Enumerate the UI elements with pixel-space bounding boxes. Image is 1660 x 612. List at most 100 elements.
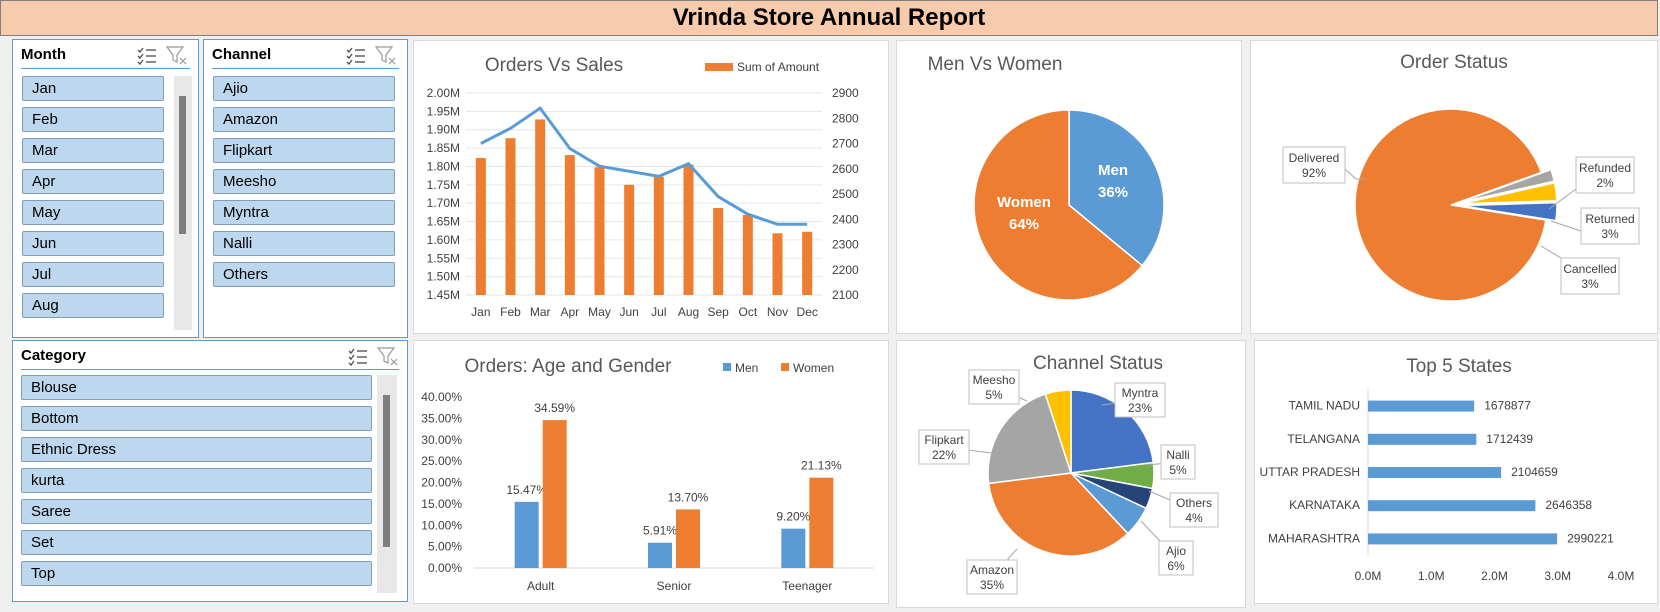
slice-label-name: Delivered	[1289, 151, 1340, 165]
bar-aug	[683, 164, 694, 295]
refunded-callout	[1575, 156, 1635, 194]
slicer-item-top[interactable]: Top	[21, 561, 372, 586]
slicer-item-myntra[interactable]: Myntra	[213, 200, 395, 225]
y-tick-label: 1.95M	[427, 104, 460, 118]
y-tick-label: 0.00%	[428, 561, 462, 575]
month-slicer: Month Jan Feb Mar Apr May Jun Jul Aug	[12, 39, 199, 338]
y-tick-label: MAHARASHTRA	[1268, 531, 1360, 545]
clear-filter-icon[interactable]	[376, 346, 399, 366]
slice-label-name: Flipkart	[924, 433, 964, 447]
category-scrollbar[interactable]	[377, 375, 397, 593]
myntra-callout	[1114, 382, 1166, 418]
slicer-item-flipkart[interactable]: Flipkart	[213, 138, 395, 163]
y-tick-label: 15.00%	[421, 497, 462, 511]
channel-slicer: Channel Ajio Amazon Flipkart Meesho Myntra Na…	[203, 39, 408, 338]
x-tick-label: Mar	[530, 305, 551, 319]
y-tick-label: 1.60M	[427, 233, 460, 247]
report-banner: Vrinda Store Annual Report	[0, 0, 1658, 36]
clear-filter-icon[interactable]	[374, 45, 397, 65]
slice-label-value: 5%	[1169, 463, 1187, 477]
y-tick-label: 1.55M	[427, 251, 460, 265]
top-states-chart: Top 5 States TAMIL NADU 1678877 TELANGANA 17…	[1260, 356, 1635, 583]
legend-swatch	[705, 63, 733, 71]
slicer-item-aug[interactable]: Aug	[22, 293, 164, 318]
slice-women	[973, 109, 1144, 301]
data-label: 34.59%	[534, 401, 575, 415]
slice-label-name: Men	[1098, 162, 1128, 179]
slicer-item-jan[interactable]: Jan	[22, 76, 164, 101]
bar-oct	[742, 214, 753, 295]
ajio-callout	[1158, 540, 1194, 576]
slicer-item-mar[interactable]: Mar	[22, 138, 164, 163]
bar-jul	[653, 176, 664, 295]
bar-nov	[772, 233, 783, 295]
y-tick-label: 1.85M	[427, 141, 460, 155]
y-tick-label: TELANGANA	[1287, 432, 1360, 446]
chart-title: Men Vs Women	[928, 54, 1063, 75]
slicer-item-apr[interactable]: Apr	[22, 169, 164, 194]
slice-label-value: 3%	[1601, 227, 1619, 241]
orders-vs-sales-panel: Orders Vs Sales Sum of Amount 1.45M 1.50M 1.…	[413, 40, 889, 334]
y2-tick-label: 2900	[832, 86, 859, 100]
slice-flipkart	[987, 393, 1072, 485]
slicer-item-meesho[interactable]: Meesho	[213, 169, 395, 194]
y-tick-label: 25.00%	[421, 454, 462, 468]
slice-returned	[1460, 181, 1558, 205]
slicer-item-feb[interactable]: Feb	[22, 107, 164, 132]
chart-title: Channel Status	[1033, 353, 1163, 374]
slicer-item-jun[interactable]: Jun	[22, 231, 164, 256]
y-tick-label: 40.00%	[421, 390, 462, 404]
legend-swatch	[781, 363, 789, 371]
slicer-item-kurta[interactable]: kurta	[21, 468, 372, 493]
bar-men-teenager	[781, 528, 806, 568]
y2-tick-label: 2600	[832, 162, 859, 176]
y2-tick-label: 2700	[832, 137, 859, 151]
slice-delivered	[1354, 108, 1547, 302]
slicer-item-ethnic-dress[interactable]: Ethnic Dress	[21, 437, 372, 462]
y2-tick-label: 2300	[832, 238, 859, 252]
y-tick-label: 1.70M	[427, 196, 460, 210]
multi-select-icon[interactable]	[136, 45, 158, 66]
flipkart-callout	[918, 429, 970, 465]
age-gender-chart: Orders: Age and Gender Men Women 0.00% 5.00%…	[421, 356, 874, 593]
x-tick-label: 3.0M	[1544, 569, 1571, 583]
x-tick-label: Feb	[500, 305, 521, 319]
category-scroll-thumb[interactable]	[383, 395, 390, 547]
slicer-item-jul[interactable]: Jul	[22, 262, 164, 287]
slice-label-name: Refunded	[1579, 161, 1631, 175]
top-states-panel: Top 5 States TAMIL NADU 1678877 TELANGANA 17…	[1254, 340, 1658, 604]
x-tick-label: Aug	[678, 305, 699, 319]
slice-label-value: 23%	[1128, 401, 1152, 415]
multi-select-icon[interactable]	[347, 346, 369, 367]
legend-label: Sum of Amount	[737, 60, 820, 74]
y-tick-label: UTTAR PRADESH	[1260, 465, 1360, 479]
data-label: 5.91%	[643, 524, 677, 538]
amazon-callout	[966, 559, 1018, 595]
x-tick-label: Jul	[651, 305, 666, 319]
month-scroll-thumb[interactable]	[179, 96, 186, 234]
orders-vs-sales-chart: Orders Vs Sales Sum of Amount 1.45M 1.50M 1.…	[427, 55, 859, 319]
slicer-item-may[interactable]: May	[22, 200, 164, 225]
cancelled-callout	[1560, 257, 1620, 295]
x-tick-label: Adult	[527, 579, 555, 593]
slicer-item-set[interactable]: Set	[21, 530, 372, 555]
slice-label-name: Myntra	[1122, 386, 1159, 400]
y-tick-label: 1.50M	[427, 270, 460, 284]
slicer-item-blouse[interactable]: Blouse	[21, 375, 372, 400]
slice-label-name: Others	[1176, 496, 1212, 510]
bar-men-adult	[514, 501, 539, 568]
slicer-item-bottom[interactable]: Bottom	[21, 406, 372, 431]
slicer-item-saree[interactable]: Saree	[21, 499, 372, 524]
slicer-item-nalli[interactable]: Nalli	[213, 231, 395, 256]
slicer-item-ajio[interactable]: Ajio	[213, 76, 395, 101]
multi-select-icon[interactable]	[345, 45, 367, 66]
data-label: 2104659	[1511, 465, 1558, 479]
nalli-callout	[1160, 444, 1196, 480]
month-scrollbar[interactable]	[174, 76, 192, 330]
clear-filter-icon[interactable]	[165, 45, 188, 65]
month-slicer-header: Month	[21, 44, 190, 69]
slicer-item-others[interactable]: Others	[213, 262, 395, 287]
slice-amazon	[987, 472, 1129, 557]
slicer-item-amazon[interactable]: Amazon	[213, 107, 395, 132]
